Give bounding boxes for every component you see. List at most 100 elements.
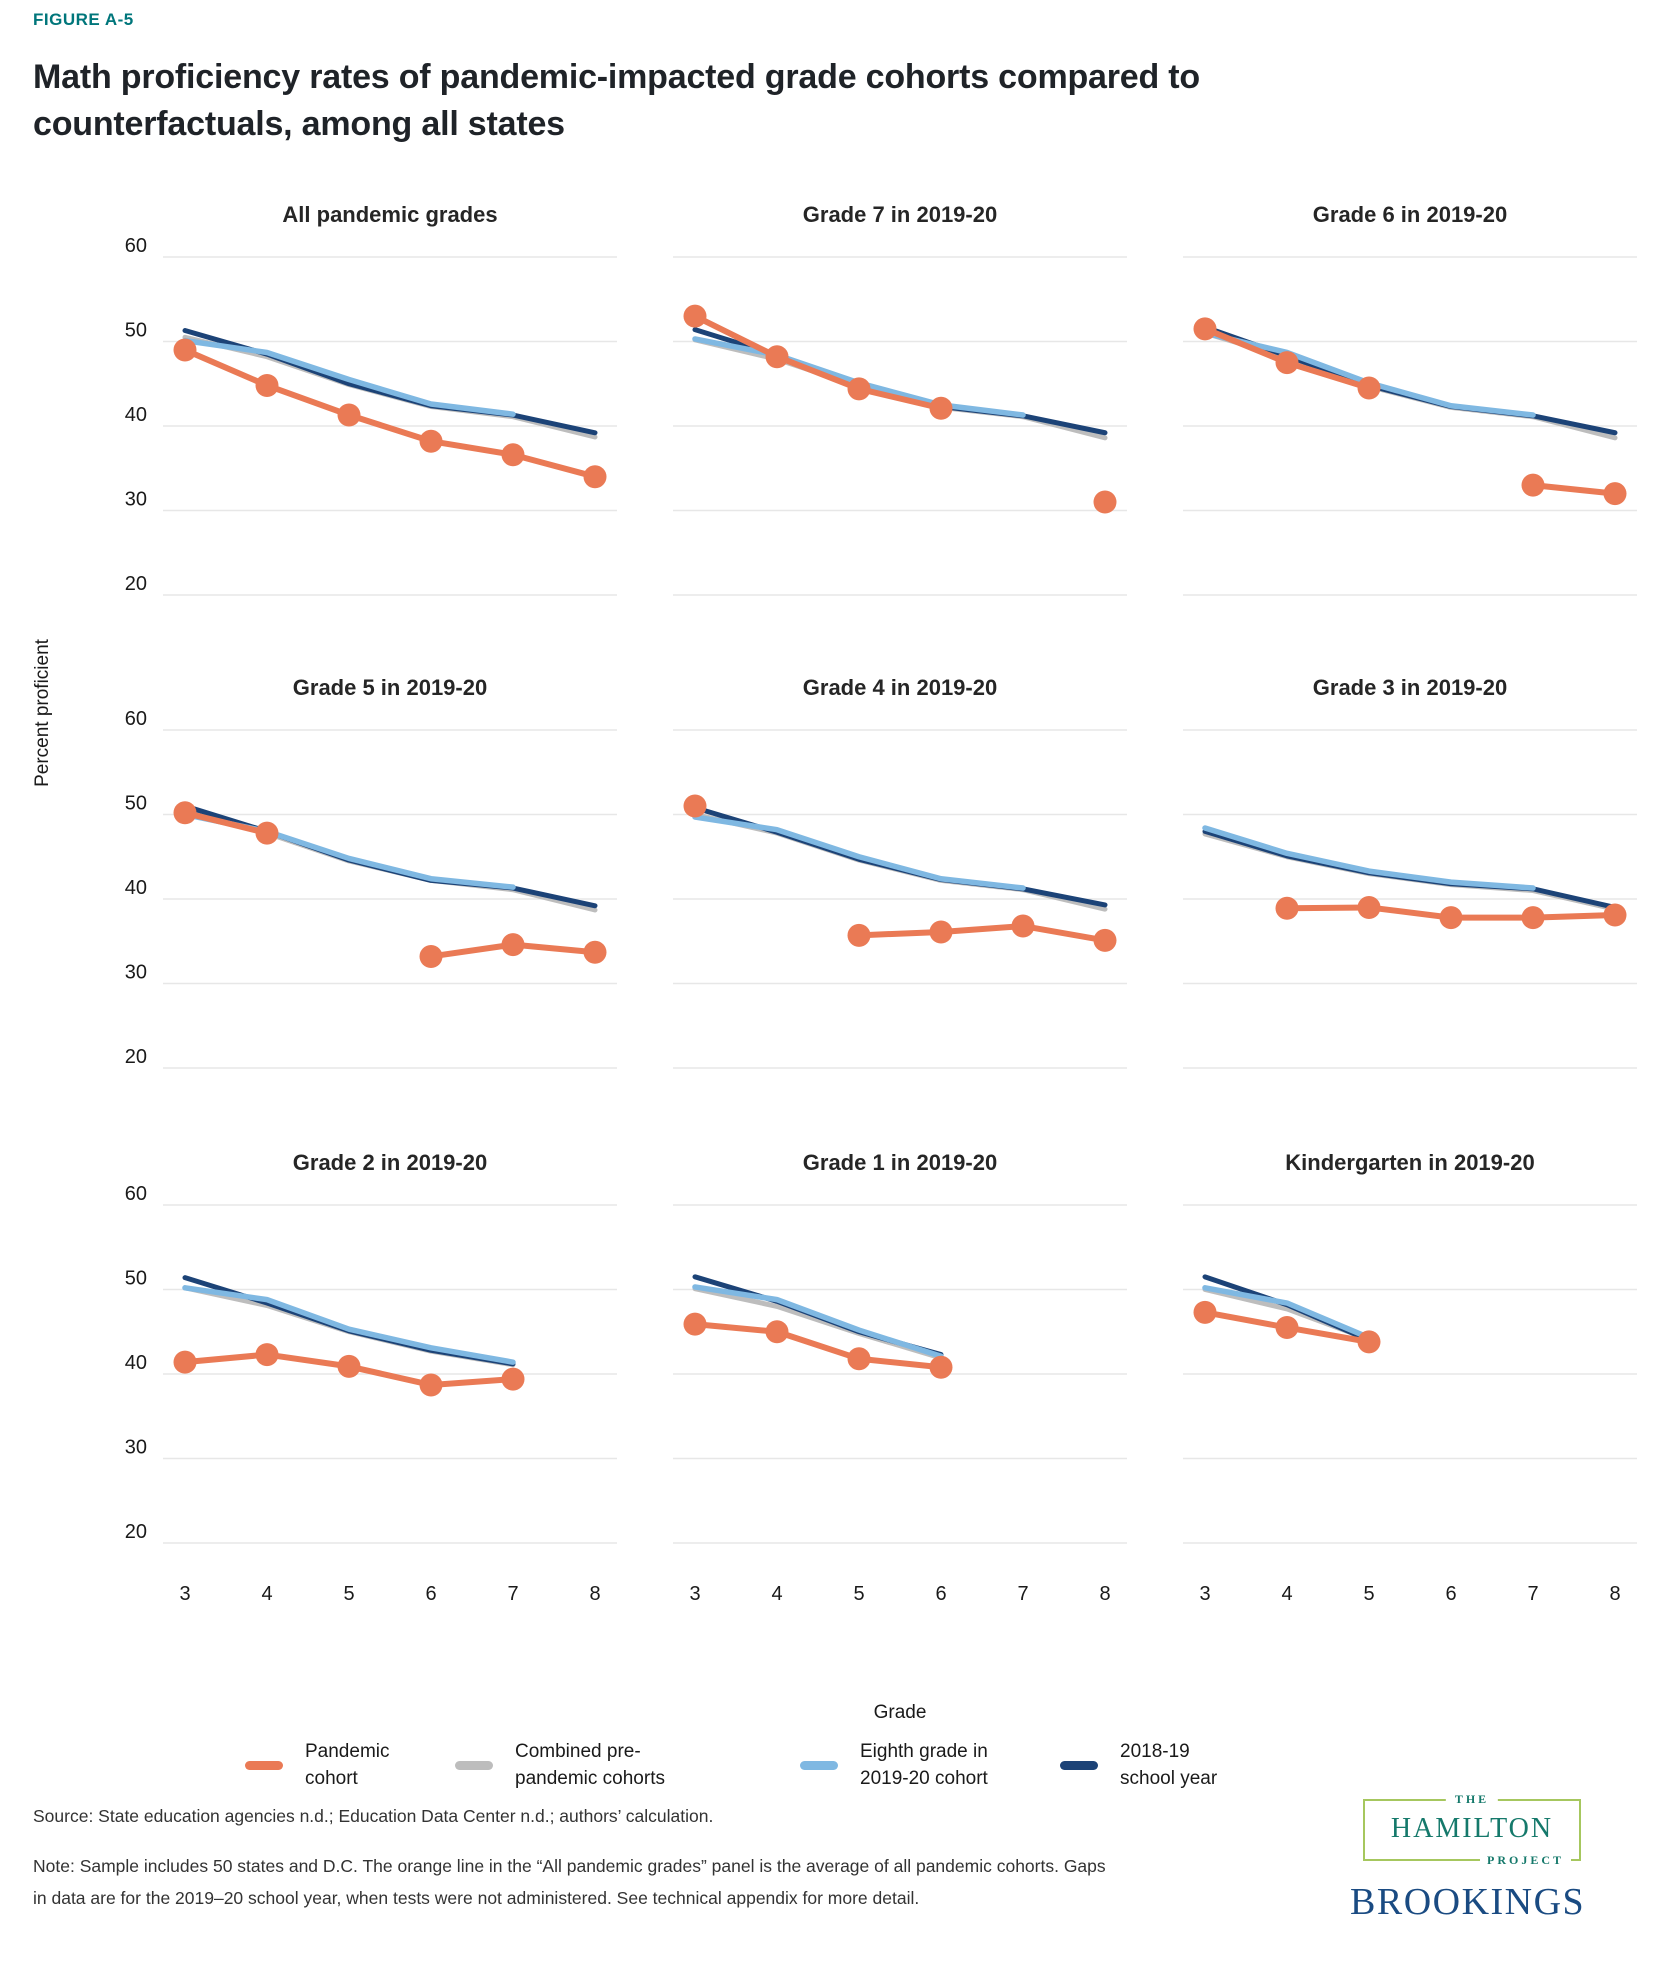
y-tick-label: 20 [125,1521,147,1543]
data-point [765,345,789,369]
legend-swatch-pandemic [245,1761,283,1770]
y-tick-label: 40 [125,404,147,426]
x-tick-label: 7 [507,1583,518,1605]
data-point [1275,896,1299,920]
y-axis-title: Percent proficient [32,638,53,787]
legend-item-pandemic: Pandemic cohort [245,1739,390,1793]
data-point [683,304,707,328]
data-point [583,465,607,489]
x-tick-label: 8 [589,1583,600,1605]
series-line-sy1819 [182,803,598,909]
x-tick-label: 3 [689,1583,700,1605]
series-line-prepandemic [692,337,1108,441]
y-tick-label: 40 [125,1352,147,1374]
legend-item-eighth: Eighth grade in 2019-20 cohort [800,1739,988,1793]
hamilton-logo-name: HAMILTON [1390,1813,1554,1844]
data-point [929,920,953,944]
hamilton-project-logo: THE HAMILTON PROJECT [1363,1792,1581,1868]
legend-label: Eighth grade in 2019-20 cohort [860,1741,988,1789]
x-tick-label: 7 [1527,1583,1538,1605]
y-tick-label: 60 [125,235,147,257]
data-point [173,1350,197,1374]
data-point [1357,376,1381,400]
x-tick-label: 4 [771,1583,782,1605]
data-point [1193,1300,1217,1324]
data-point [501,933,525,957]
series-line-eighth [1202,1285,1372,1341]
data-point [1093,928,1117,952]
data-point [1275,351,1299,375]
series-line-sy1819 [1202,828,1618,910]
series-line-pandemic [182,346,598,480]
legend-swatch-eighth [800,1761,838,1770]
data-point [501,1367,525,1391]
data-point [1521,906,1545,930]
data-point [337,1354,361,1378]
data-point [683,1312,707,1336]
panel-title: Grade 5 in 2019-20 [293,675,487,700]
legend-item-prepandemic: Combined pre- pandemic cohorts [455,1739,665,1793]
panel-title: Grade 7 in 2019-20 [803,202,997,227]
data-point [255,373,279,397]
x-tick-label: 3 [1199,1583,1210,1605]
data-point [419,944,443,968]
data-point [501,443,525,467]
legend-label: Combined pre- pandemic cohorts [515,1741,665,1789]
data-point [1275,1316,1299,1340]
data-point [1603,482,1627,506]
data-point [847,923,871,947]
series-line-eighth [692,814,1026,891]
data-point [1093,490,1117,514]
series-line-sy1819 [182,328,598,436]
panel-title: Grade 3 in 2019-20 [1313,675,1507,700]
brookings-logo: BROOKINGS [1350,1881,1586,1923]
x-tick-label: 8 [1609,1583,1620,1605]
series-line-pandemic [1530,482,1618,497]
hamilton-logo-the: THE [1445,1792,1499,1807]
series-line-eighth [692,336,1026,418]
data-point [1439,906,1463,930]
series-line-pandemic [692,1321,944,1371]
source-text: Source: State education agencies n.d.; E… [33,1806,714,1826]
y-tick-label: 20 [125,1046,147,1068]
data-point [1011,914,1035,938]
charts-canvas: 60 50 40 30 20 All pandemic grades Grade 7 in … [32,202,1637,1723]
panel-title: Kindergarten in 2019-20 [1285,1150,1534,1175]
series-line-pandemic [182,809,270,837]
y-tick-label: 60 [125,1183,147,1205]
series-line-eighth [182,1285,516,1365]
data-point [929,1355,953,1379]
series-line-eighth [182,337,516,417]
x-tick-label: 5 [343,1583,354,1605]
y-tick-label: 20 [125,573,147,595]
x-tick-label: 6 [425,1583,436,1605]
panel-title: All pandemic grades [282,202,497,227]
y-tick-label: 50 [125,320,147,342]
y-tick-label: 30 [125,1437,147,1459]
data-point [583,940,607,964]
x-tick-label: 8 [1099,1583,1110,1605]
hamilton-logo-project: PROJECT [1479,1853,1571,1868]
data-point [847,1347,871,1371]
data-point [1603,903,1627,927]
x-tick-label: 5 [853,1583,864,1605]
data-point [419,1373,443,1397]
data-point [337,403,361,427]
y-tick-label: 60 [125,708,147,730]
panel-title: Grade 2 in 2019-20 [293,1150,487,1175]
note-text: Note: Sample includes 50 states and D.C.… [33,1856,1106,1909]
panel-title: Grade 6 in 2019-20 [1313,202,1507,227]
x-tick-label: 5 [1363,1583,1374,1605]
data-point [255,1343,279,1367]
data-point [1357,1330,1381,1354]
y-tick-label: 40 [125,877,147,899]
data-point [419,429,443,453]
data-point [173,801,197,825]
x-tick-label: 6 [935,1583,946,1605]
data-point [765,1320,789,1344]
series-line-sy1819 [1202,324,1618,436]
page-title: Math proficiency rates of pandemic-impac… [33,58,1201,143]
legend-item-sy1819: 2018-19 school year [1060,1739,1217,1793]
data-point [683,794,707,818]
data-point [1193,317,1217,341]
